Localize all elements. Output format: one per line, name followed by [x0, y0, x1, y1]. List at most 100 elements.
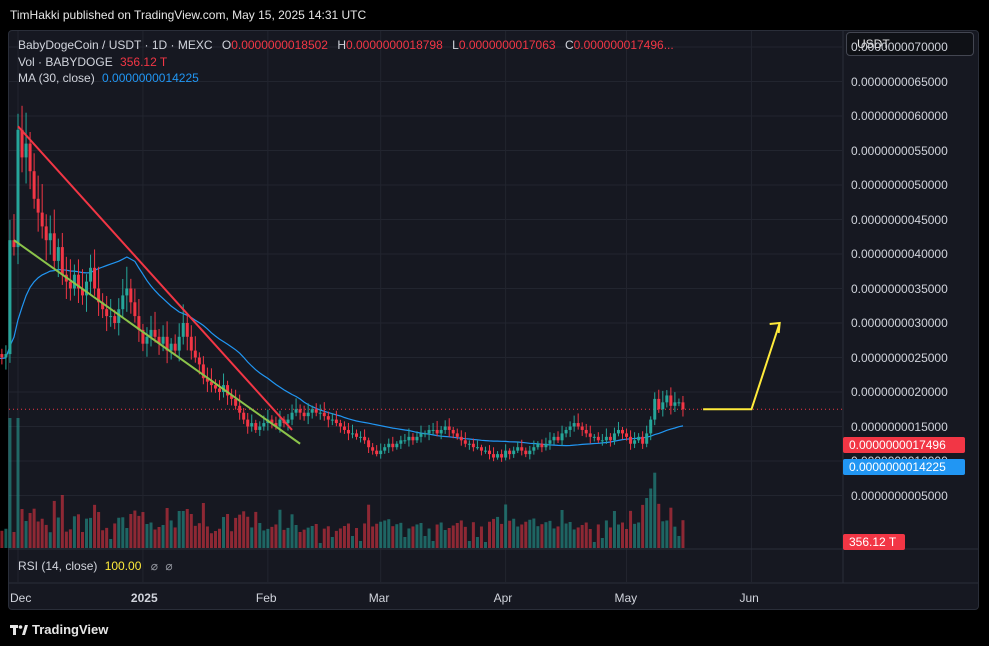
forecast-arrowhead [769, 321, 781, 334]
volume-tag: 356.12 T [843, 534, 905, 550]
volume-bar [625, 529, 629, 548]
volume-bar [218, 528, 221, 548]
volume-bar [266, 528, 270, 548]
volume-bar [306, 527, 310, 548]
candle [661, 402, 665, 410]
candle [97, 288, 101, 303]
candle [274, 423, 278, 427]
candle [56, 247, 60, 261]
volume-bar [52, 500, 56, 548]
rsi-legend[interactable]: RSI (14, close) 100.00 ⌀ ⌀ [18, 559, 173, 573]
volume-bar [451, 525, 455, 548]
volume-bar [524, 521, 528, 548]
candle [359, 436, 363, 438]
price-tick-label: 0.0000000040000 [851, 247, 948, 261]
price-tick-label: 0.0000000045000 [851, 212, 948, 227]
volume-bar [439, 522, 443, 548]
candle [532, 447, 536, 451]
volume-bar [161, 525, 165, 548]
candle [326, 416, 330, 420]
candle [596, 436, 600, 441]
volume-bar [189, 514, 193, 548]
volume-bar [612, 511, 616, 548]
legend-symbol[interactable]: BabyDogeCoin / USDT · 1D · MEXC [18, 38, 213, 52]
candle [89, 267, 93, 282]
candle [8, 240, 12, 355]
volume-bar [355, 528, 359, 548]
candle [105, 309, 109, 317]
volume-bar [302, 529, 306, 548]
candle [20, 129, 24, 158]
volume-bar [246, 516, 250, 548]
volume-bar [226, 514, 230, 548]
rsi-label: RSI (14, close) [18, 559, 98, 573]
volume-bar [504, 504, 508, 548]
candle [455, 433, 459, 437]
legend-volume[interactable]: Vol · BABYDOGE 356.12 T [18, 55, 167, 69]
candle [12, 240, 16, 248]
volume-bar [254, 511, 258, 548]
chart-frame[interactable] [8, 30, 979, 610]
volume-bar [193, 525, 197, 548]
tradingview-logo[interactable]: TradingView [10, 622, 108, 637]
candle [157, 336, 161, 344]
candle [588, 433, 592, 437]
candle [117, 309, 121, 323]
volume-bar [492, 518, 496, 548]
candle [44, 226, 48, 241]
candle [238, 405, 242, 413]
volume-bar [653, 472, 657, 548]
candle [201, 364, 205, 379]
legend-h-label: H [337, 38, 346, 52]
candle [649, 419, 653, 434]
volume-bar [181, 511, 185, 548]
candle [32, 171, 36, 199]
candle [161, 336, 165, 344]
candle [580, 426, 584, 430]
volume-bar [20, 509, 24, 548]
volume-bar [657, 503, 661, 548]
volume-bar [419, 523, 423, 548]
candle [669, 395, 673, 406]
legend-vol-label: Vol · BABYDOGE [18, 55, 113, 69]
time-tick-label: Dec [10, 591, 32, 605]
currency-button[interactable]: USDT [846, 32, 974, 56]
candle [508, 450, 512, 455]
candle [278, 419, 282, 427]
candle [350, 433, 354, 435]
candle [262, 423, 266, 427]
volume-bar [177, 511, 181, 548]
volume-bar [342, 526, 346, 548]
volume-bar [375, 523, 379, 548]
volume-bar [290, 514, 294, 548]
volume-bar [592, 542, 596, 548]
candle [600, 440, 604, 442]
candle [524, 450, 528, 455]
volume-bar [93, 504, 97, 548]
volume-bar [528, 519, 532, 548]
candle [375, 450, 379, 455]
candle [548, 440, 552, 444]
candle [121, 295, 125, 310]
candle [129, 288, 133, 303]
candle [677, 402, 681, 404]
volume-bar [8, 418, 12, 548]
candle [419, 433, 423, 437]
candle [608, 436, 612, 441]
legend-c-value: 0.000000017496... [573, 38, 674, 52]
candle [330, 419, 334, 421]
volume-bar [399, 522, 403, 548]
volume-bar [294, 525, 298, 548]
candle [334, 419, 338, 424]
volume-bar [334, 530, 338, 548]
volume-bar [383, 520, 387, 548]
candle [258, 426, 262, 430]
candle [294, 409, 298, 413]
candle [270, 419, 274, 424]
volume-bar [471, 522, 475, 548]
volume-bar [97, 512, 101, 548]
candle [459, 436, 463, 441]
candle [109, 316, 113, 318]
legend-ma[interactable]: MA (30, close) 0.0000000014225 [18, 71, 199, 85]
